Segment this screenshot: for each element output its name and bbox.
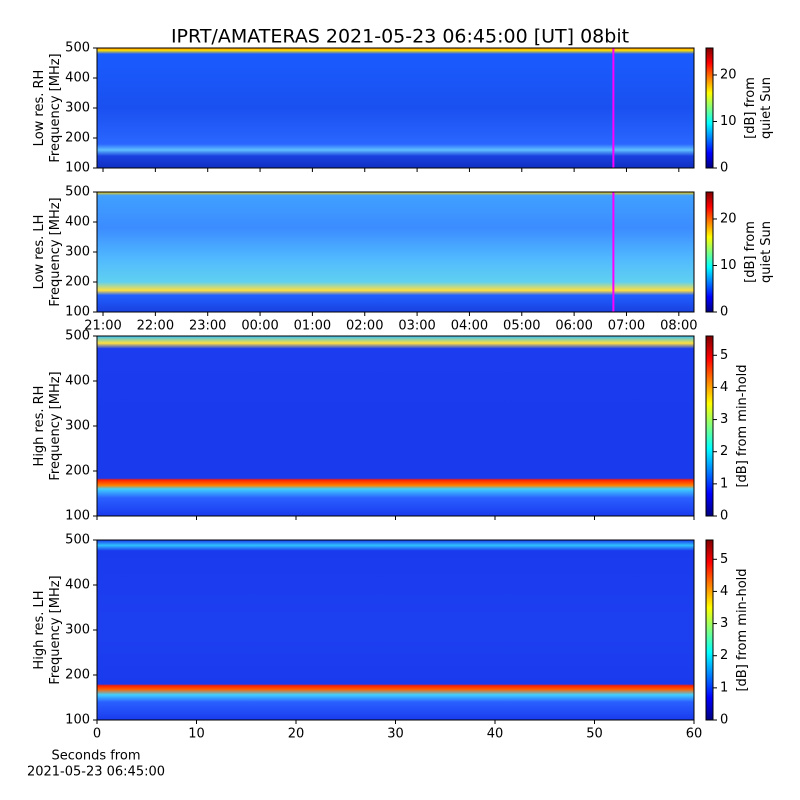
colorbar-tick-label: 3 <box>720 412 728 427</box>
x-tick-label: 06:00 <box>555 319 592 334</box>
colorbar-label-line: [dB] from min-hold <box>735 364 750 487</box>
colorbar-tick-label: 2 <box>720 444 728 459</box>
colorbar-tick-label: 0 <box>720 305 728 320</box>
y-tick-label: 300 <box>65 419 90 434</box>
colorbar-tick-label: 0 <box>720 713 728 728</box>
colorbar-tick-label: 4 <box>720 584 728 599</box>
colorbar <box>705 47 714 169</box>
colorbar-tick-label: 1 <box>720 680 728 695</box>
y-tick-label: 500 <box>65 533 90 548</box>
y-tick-label: 100 <box>65 713 90 728</box>
y-tick-label: 500 <box>65 185 90 200</box>
y-axis-label: Low res. LHFrequency [MHz] <box>32 197 63 306</box>
spectrogram <box>97 48 694 168</box>
x-tick-label: 0 <box>93 727 101 742</box>
x-tick-label: 01:00 <box>294 319 331 334</box>
y-axis-label-line: Frequency [MHz] <box>48 53 63 162</box>
colorbar-tick-label: 20 <box>720 67 737 82</box>
colorbar-tick-label: 3 <box>720 616 728 631</box>
colorbar-tick-label: 5 <box>720 348 728 363</box>
y-tick-label: 200 <box>65 464 90 479</box>
colorbar-label: [dB] from min-hold <box>735 568 750 691</box>
y-tick-label: 100 <box>65 161 90 176</box>
x-tick-label: 40 <box>487 727 504 742</box>
spectrogram <box>97 192 694 312</box>
y-tick-label: 200 <box>65 275 90 290</box>
x-tick-label: 00:00 <box>241 319 278 334</box>
colorbar <box>705 539 714 721</box>
colorbar-label-line: [dB] from <box>743 77 758 139</box>
spectrogram <box>97 336 694 516</box>
y-axis-label: Low res. RHFrequency [MHz] <box>32 53 63 162</box>
x-tick-label: 20 <box>288 727 305 742</box>
x-tick-label: 30 <box>387 727 404 742</box>
y-axis-label-line: Low res. LH <box>32 215 47 290</box>
colorbar <box>705 191 714 313</box>
x-tick-label: 02:00 <box>346 319 383 334</box>
colorbar-label: [dB] fromquiet Sun <box>743 77 774 139</box>
y-axis-label: High res. RHFrequency [MHz] <box>32 371 63 480</box>
y-tick-label: 300 <box>65 245 90 260</box>
colorbar-tick-label: 2 <box>720 648 728 663</box>
y-tick-label: 200 <box>65 668 90 683</box>
y-axis-label-line: High res. LH <box>32 590 47 669</box>
x-tick-label: 60 <box>686 727 703 742</box>
colorbar-label-line: quiet Sun <box>759 77 774 139</box>
colorbar-label: [dB] fromquiet Sun <box>743 221 774 283</box>
colorbar-tick-label: 0 <box>720 509 728 524</box>
colorbar-label-line: [dB] from <box>743 221 758 283</box>
y-tick-label: 500 <box>65 41 90 56</box>
colorbar-label: [dB] from min-hold <box>735 364 750 487</box>
x-tick-label: 22:00 <box>137 319 174 334</box>
x-axis-label: 2021-05-23 06:45:00 <box>27 765 165 780</box>
x-tick-label: 04:00 <box>451 319 488 334</box>
y-tick-label: 400 <box>65 71 90 86</box>
y-axis-label-line: Frequency [MHz] <box>48 371 63 480</box>
colorbar-tick-label: 4 <box>720 380 728 395</box>
colorbar-tick-label: 1 <box>720 476 728 491</box>
y-tick-label: 100 <box>65 509 90 524</box>
colorbar-tick-label: 10 <box>720 258 737 273</box>
x-tick-label: 03:00 <box>398 319 435 334</box>
x-tick-label: 08:00 <box>660 319 697 334</box>
x-tick-label: 10 <box>188 727 205 742</box>
y-axis-label-line: High res. RH <box>32 386 47 467</box>
y-tick-label: 100 <box>65 305 90 320</box>
y-tick-label: 400 <box>65 215 90 230</box>
spectrogram <box>97 540 694 720</box>
x-tick-label: 05:00 <box>503 319 540 334</box>
x-axis-label: Seconds from <box>51 749 140 764</box>
x-tick-label: 50 <box>586 727 603 742</box>
y-tick-label: 500 <box>65 329 90 344</box>
y-axis-label-line: Frequency [MHz] <box>48 197 63 306</box>
x-tick-label: 07:00 <box>608 319 645 334</box>
y-tick-label: 300 <box>65 623 90 638</box>
y-axis-label-line: Low res. RH <box>32 70 47 147</box>
chart-title: IPRT/AMATERAS 2021-05-23 06:45:00 [UT] 0… <box>171 26 629 48</box>
x-tick-label: 23:00 <box>189 319 226 334</box>
y-axis-label: High res. LHFrequency [MHz] <box>32 575 63 684</box>
colorbar-tick-label: 10 <box>720 114 737 129</box>
colorbar-tick-label: 20 <box>720 211 737 226</box>
y-tick-label: 300 <box>65 101 90 116</box>
colorbar <box>705 335 714 517</box>
colorbar-label-line: quiet Sun <box>759 221 774 283</box>
colorbar-tick-label: 5 <box>720 552 728 567</box>
y-axis-label-line: Frequency [MHz] <box>48 575 63 684</box>
colorbar-tick-label: 0 <box>720 161 728 176</box>
x-tick-label: 21:00 <box>84 319 121 334</box>
y-tick-label: 200 <box>65 131 90 146</box>
y-tick-label: 400 <box>65 374 90 389</box>
y-tick-label: 400 <box>65 578 90 593</box>
colorbar-label-line: [dB] from min-hold <box>735 568 750 691</box>
